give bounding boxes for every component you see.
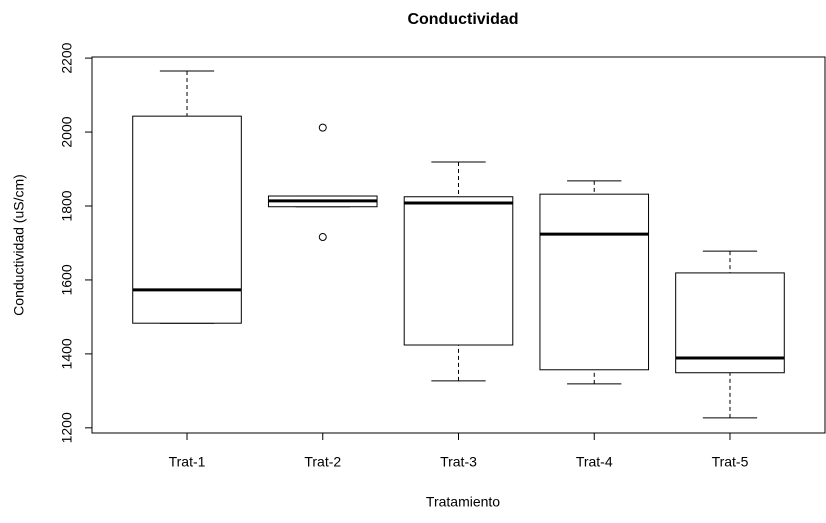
box bbox=[403, 196, 514, 346]
y-tick-label: 2200 bbox=[59, 42, 75, 73]
outlier bbox=[318, 233, 327, 242]
x-tick-label: Trat-3 bbox=[440, 454, 477, 470]
x-tick-label: Trat-2 bbox=[304, 454, 341, 470]
x-tick-label: Trat-5 bbox=[712, 454, 749, 470]
y-tick-label: 2000 bbox=[59, 116, 75, 147]
y-tick-label: 1400 bbox=[59, 338, 75, 369]
y-axis-label: Conductividad (uS/cm) bbox=[11, 174, 27, 316]
y-tick-label: 1600 bbox=[59, 264, 75, 295]
x-tick-label: Trat-4 bbox=[576, 454, 613, 470]
x-tick-label: Trat-1 bbox=[169, 454, 206, 470]
chart-title: Conductividad bbox=[407, 11, 518, 28]
box bbox=[132, 115, 242, 324]
x-axis-label: Tratamiento bbox=[426, 494, 500, 510]
y-tick-label: 1200 bbox=[59, 412, 75, 443]
outlier bbox=[318, 123, 327, 132]
y-tick-label: 1800 bbox=[59, 190, 75, 221]
box bbox=[539, 193, 650, 371]
box bbox=[675, 272, 785, 374]
